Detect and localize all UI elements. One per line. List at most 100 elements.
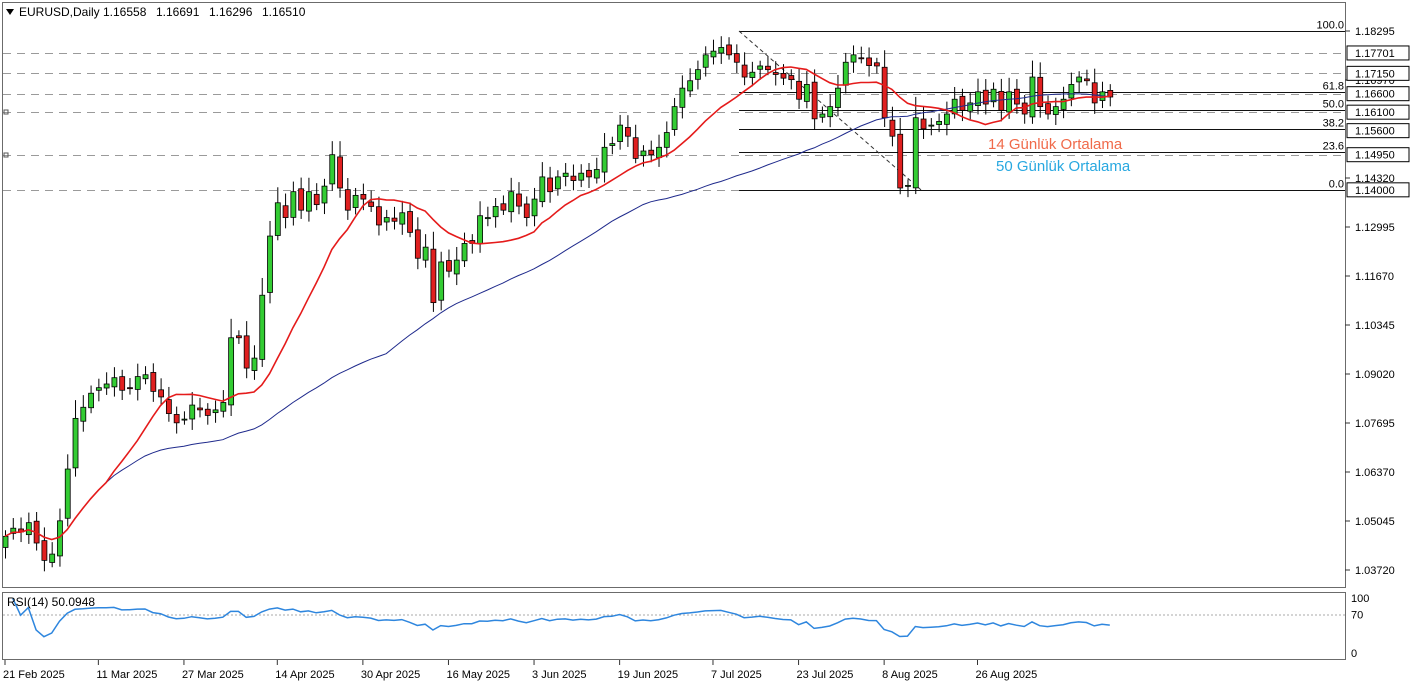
rsi-line bbox=[12, 598, 1110, 638]
candle bbox=[64, 454, 71, 527]
candle bbox=[873, 57, 880, 74]
rsi-tick-label: 70 bbox=[1351, 610, 1363, 622]
candle bbox=[181, 411, 188, 425]
ma14-line bbox=[4, 66, 1110, 541]
candle bbox=[757, 60, 764, 80]
fib-level-label: 0.0 bbox=[1329, 179, 1344, 191]
candle bbox=[337, 141, 343, 198]
candle bbox=[142, 366, 149, 385]
candle bbox=[88, 385, 94, 414]
candle bbox=[531, 187, 538, 227]
candle bbox=[235, 330, 242, 344]
candle bbox=[344, 178, 351, 220]
candle bbox=[827, 94, 834, 128]
candle bbox=[562, 163, 569, 187]
candle bbox=[49, 542, 56, 568]
ohlc-high: 1.16691 bbox=[156, 5, 200, 19]
candle bbox=[414, 217, 421, 270]
candle bbox=[80, 395, 87, 432]
candle bbox=[920, 106, 927, 139]
time-tick-label: 3 Jun 2025 bbox=[532, 669, 586, 681]
candle bbox=[982, 79, 989, 115]
candle bbox=[352, 187, 359, 215]
candle bbox=[461, 232, 468, 267]
candle bbox=[663, 121, 670, 158]
candle bbox=[492, 197, 499, 228]
candle bbox=[943, 101, 950, 136]
time-axis: 21 Feb 2025 11 Mar 2025 27 Mar 2025 14 Apr … bbox=[3, 660, 1037, 681]
ohlc-close: 1.16510 bbox=[262, 5, 306, 19]
candle bbox=[430, 231, 437, 312]
price-tick-label: 1.05045 bbox=[1355, 516, 1395, 528]
candle bbox=[523, 196, 530, 227]
fib-level-label: 100.0 bbox=[1316, 20, 1344, 32]
price-tick-label: 1.07695 bbox=[1355, 418, 1395, 430]
candle bbox=[259, 277, 266, 367]
candle bbox=[290, 181, 297, 226]
candle bbox=[586, 163, 592, 188]
price-level-badge bbox=[1346, 123, 1410, 139]
candle bbox=[298, 177, 305, 219]
candle bbox=[1107, 84, 1114, 107]
time-tick-label: 27 Mar 2025 bbox=[182, 669, 244, 681]
candle bbox=[990, 82, 997, 108]
candle bbox=[889, 106, 896, 147]
price-level-badge-label: 1.16100 bbox=[1355, 107, 1395, 119]
candle bbox=[313, 183, 320, 211]
candle bbox=[835, 74, 841, 117]
fib-level-label: 61.8 bbox=[1323, 81, 1344, 93]
price-level-badge bbox=[1346, 104, 1410, 120]
candle bbox=[819, 106, 826, 123]
candle bbox=[975, 78, 981, 115]
candle bbox=[407, 202, 413, 238]
candle bbox=[10, 518, 17, 540]
price-tick-label: 1.09020 bbox=[1355, 369, 1395, 381]
candle bbox=[204, 403, 211, 425]
candle bbox=[547, 166, 553, 203]
anchor-handle[interactable] bbox=[3, 109, 9, 115]
anchor-handle[interactable] bbox=[3, 152, 9, 158]
candle bbox=[267, 220, 273, 304]
candle bbox=[905, 179, 911, 198]
time-tick-label: 19 Jun 2025 bbox=[618, 669, 679, 681]
time-tick-label: 23 Jul 2025 bbox=[797, 669, 854, 681]
fib-level-label: 38.2 bbox=[1323, 118, 1344, 130]
candle bbox=[554, 170, 561, 196]
price-pane[interactable] bbox=[2, 2, 1346, 588]
candle bbox=[422, 234, 429, 268]
candle bbox=[251, 345, 258, 380]
fib-level-label: 50.0 bbox=[1323, 99, 1344, 111]
candle bbox=[383, 209, 390, 231]
rsi-pane[interactable] bbox=[2, 592, 1346, 660]
candle bbox=[967, 93, 974, 120]
price-tick-label: 1.06370 bbox=[1355, 467, 1395, 479]
candle bbox=[1037, 62, 1044, 118]
price-level-badge bbox=[1346, 86, 1410, 102]
candle bbox=[306, 177, 312, 222]
candle bbox=[368, 190, 375, 212]
candle bbox=[508, 177, 515, 223]
candle bbox=[220, 390, 227, 418]
price-level-badge-label: 1.15600 bbox=[1355, 126, 1395, 138]
candle bbox=[329, 141, 336, 191]
rsi-tick-label: 100 bbox=[1351, 593, 1369, 605]
candle bbox=[438, 251, 445, 311]
candle bbox=[1076, 71, 1083, 93]
candle bbox=[928, 118, 935, 136]
ohlc-low: 1.16296 bbox=[209, 5, 253, 19]
candle bbox=[111, 367, 118, 397]
candle bbox=[1084, 69, 1090, 86]
time-tick-label: 26 Aug 2025 bbox=[976, 669, 1038, 681]
candle bbox=[391, 206, 398, 230]
candle bbox=[788, 69, 795, 90]
candle bbox=[726, 37, 732, 60]
candle bbox=[173, 406, 180, 434]
price-tick-label: 1.12995 bbox=[1355, 222, 1395, 234]
price-level-badge-label: 1.17150 bbox=[1355, 68, 1395, 80]
candle bbox=[189, 392, 196, 430]
collapse-triangle-icon[interactable] bbox=[6, 9, 14, 15]
time-tick-label: 8 Aug 2025 bbox=[882, 669, 938, 681]
candle bbox=[897, 117, 904, 195]
candle bbox=[866, 47, 872, 77]
